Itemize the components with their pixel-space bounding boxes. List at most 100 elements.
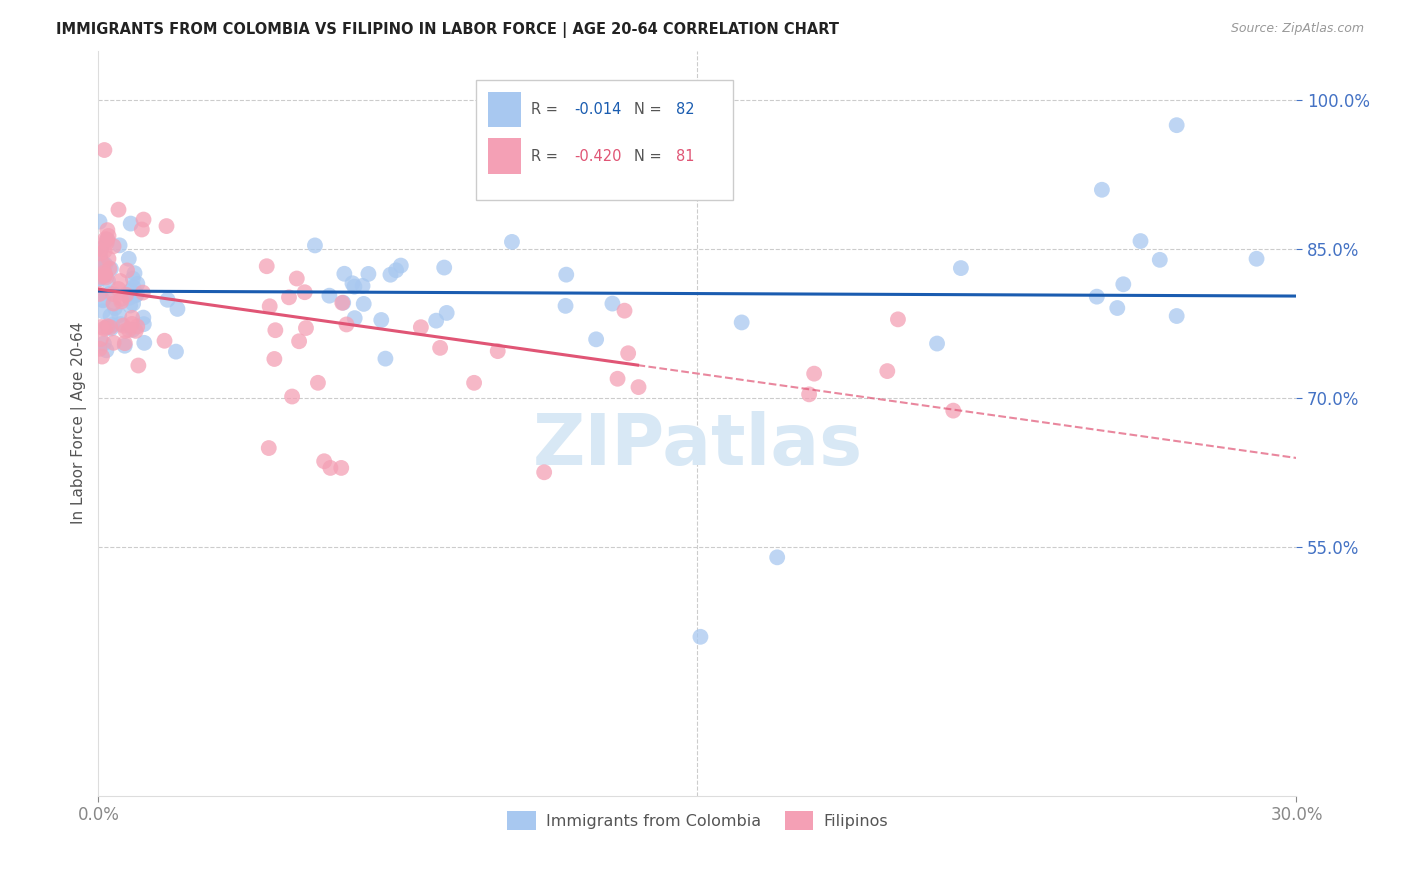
Point — [153, 334, 176, 348]
Point — [425, 313, 447, 327]
Point — [370, 313, 392, 327]
Point — [118, 323, 141, 337]
Point — [110, 292, 132, 306]
Point — [333, 267, 356, 281]
Point — [100, 261, 122, 276]
Point — [949, 261, 972, 276]
Point — [1166, 309, 1188, 323]
Point — [617, 346, 640, 360]
Point — [606, 372, 628, 386]
Point — [125, 287, 148, 301]
Point — [257, 441, 280, 455]
Point — [555, 268, 578, 282]
Point — [259, 299, 281, 313]
Point — [343, 279, 366, 293]
Point — [1085, 290, 1108, 304]
Point — [352, 278, 374, 293]
Point — [90, 242, 112, 256]
Point — [87, 243, 110, 257]
Point — [104, 301, 127, 315]
Point — [1091, 183, 1114, 197]
Point — [1166, 118, 1188, 132]
Text: R =: R = — [531, 102, 562, 117]
Point — [96, 343, 118, 358]
Text: N =: N = — [634, 149, 666, 164]
Text: 82: 82 — [676, 102, 695, 117]
Point — [295, 321, 318, 335]
Point — [307, 376, 329, 390]
Point — [294, 285, 316, 300]
Point — [94, 258, 117, 272]
Point — [357, 267, 380, 281]
Point — [335, 318, 357, 332]
Legend: Immigrants from Colombia, Filipinos: Immigrants from Colombia, Filipinos — [501, 805, 894, 836]
Point — [89, 251, 111, 265]
Point — [1246, 252, 1268, 266]
Point — [131, 222, 153, 236]
Point — [281, 390, 304, 404]
Point — [94, 268, 117, 282]
Point — [343, 311, 366, 326]
Point — [1129, 234, 1152, 248]
Point — [108, 238, 131, 252]
Point — [96, 223, 118, 237]
Point — [108, 308, 131, 322]
Point — [94, 232, 117, 246]
Point — [107, 282, 129, 296]
Text: Source: ZipAtlas.com: Source: ZipAtlas.com — [1230, 22, 1364, 36]
Point — [115, 263, 138, 277]
Text: R =: R = — [531, 149, 562, 164]
Point — [121, 310, 143, 325]
Point — [332, 295, 354, 310]
Point — [91, 350, 114, 364]
Point — [101, 287, 124, 301]
Point — [121, 271, 143, 285]
Point — [98, 320, 121, 334]
Point — [127, 277, 149, 291]
Point — [319, 461, 342, 475]
Point — [114, 324, 136, 338]
Point — [124, 266, 146, 280]
Point — [533, 465, 555, 479]
Point — [103, 335, 125, 350]
Point — [112, 318, 135, 333]
Point — [100, 309, 122, 323]
Point — [101, 318, 124, 332]
Point — [876, 364, 898, 378]
Point — [125, 324, 148, 338]
Point — [486, 344, 509, 359]
Point — [103, 296, 125, 310]
Point — [93, 266, 115, 280]
Point — [256, 259, 278, 273]
Point — [330, 295, 353, 310]
Point — [120, 217, 142, 231]
Point — [93, 258, 115, 272]
Point — [942, 403, 965, 417]
Point — [463, 376, 485, 390]
Point — [409, 320, 432, 334]
Point — [96, 235, 118, 250]
Point — [887, 312, 910, 326]
Point — [96, 319, 118, 334]
Point — [97, 274, 120, 288]
Point — [264, 323, 287, 337]
Point — [132, 317, 155, 331]
Point — [94, 270, 117, 285]
Text: -0.014: -0.014 — [574, 102, 621, 117]
Point — [96, 232, 118, 246]
Point — [389, 259, 412, 273]
Text: 81: 81 — [676, 149, 695, 164]
Point — [114, 336, 136, 351]
Point — [436, 306, 458, 320]
Point — [98, 286, 121, 301]
Point — [103, 239, 125, 253]
Y-axis label: In Labor Force | Age 20-64: In Labor Force | Age 20-64 — [72, 322, 87, 524]
Point — [613, 303, 636, 318]
Point — [93, 336, 115, 351]
Point — [118, 252, 141, 266]
Point — [89, 342, 111, 356]
Point — [353, 297, 375, 311]
Point — [1112, 277, 1135, 292]
Point — [93, 244, 115, 258]
FancyBboxPatch shape — [475, 80, 734, 200]
